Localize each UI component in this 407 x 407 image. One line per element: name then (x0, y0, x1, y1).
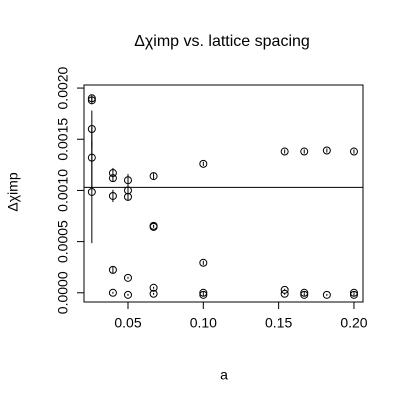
y-tick-label: 0.0010 (55, 169, 71, 212)
point (108, 191, 117, 200)
plot-frame (83, 84, 364, 303)
point (108, 288, 117, 297)
y-tick-label: 0.0015 (55, 118, 71, 161)
point (149, 222, 158, 231)
point (199, 258, 208, 267)
chart-title: Δχimp vs. lattice spacing (134, 33, 310, 50)
point (322, 290, 331, 299)
x-tick-label: 0.20 (340, 315, 367, 331)
x-tick-label: 0.10 (190, 315, 217, 331)
y-tick-label: 0.0005 (55, 220, 71, 263)
point (199, 159, 208, 168)
point (87, 96, 96, 105)
point (199, 290, 208, 299)
point (349, 288, 358, 297)
y-axis-label: Δχimp (5, 172, 21, 211)
point (280, 147, 289, 156)
point (280, 289, 289, 298)
y-tick-label: 0.0000 (55, 271, 71, 314)
point (108, 174, 117, 183)
point (300, 290, 309, 299)
point (349, 290, 358, 299)
point (322, 146, 331, 155)
point (349, 147, 358, 156)
point (87, 187, 96, 196)
point (149, 172, 158, 181)
point (123, 273, 132, 282)
x-axis-label: a (220, 367, 228, 383)
point (108, 265, 117, 274)
x-tick-label: 0.15 (265, 315, 292, 331)
point (149, 289, 158, 298)
point (300, 147, 309, 156)
point (123, 192, 132, 201)
point (123, 290, 132, 299)
x-tick-label: 0.05 (114, 315, 141, 331)
y-tick-label: 0.0020 (55, 66, 71, 109)
point (300, 288, 309, 297)
point (199, 288, 208, 297)
point (123, 176, 132, 185)
point (149, 283, 158, 292)
